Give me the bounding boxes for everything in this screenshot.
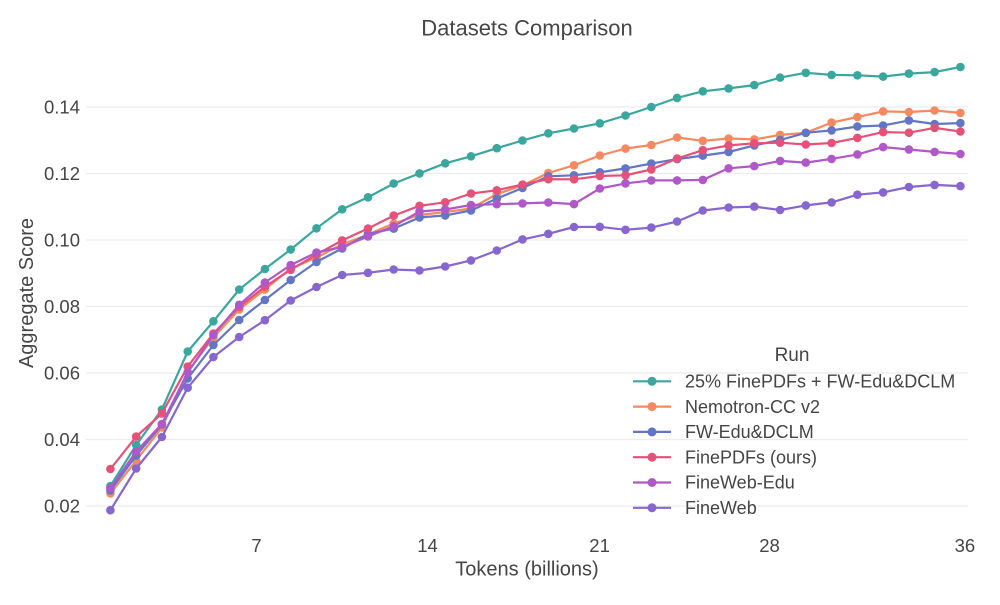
svg-text:FW-Edu&DCLM: FW-Edu&DCLM [685, 422, 814, 442]
svg-text:Run: Run [775, 345, 810, 366]
svg-text:36: 36 [955, 535, 976, 556]
svg-text:0.08: 0.08 [44, 296, 80, 317]
svg-text:0.10: 0.10 [44, 229, 80, 250]
svg-text:0.14: 0.14 [44, 96, 80, 117]
svg-text:Datasets Comparison: Datasets Comparison [421, 16, 633, 41]
svg-text:28: 28 [759, 535, 780, 556]
svg-text:Aggregate Score: Aggregate Score [16, 218, 38, 368]
svg-text:FinePDFs (ours): FinePDFs (ours) [685, 447, 817, 467]
svg-text:25% FinePDFs + FW-Edu&DCLM: 25% FinePDFs + FW-Edu&DCLM [685, 372, 955, 392]
svg-text:FineWeb-Edu: FineWeb-Edu [685, 473, 795, 493]
svg-text:Tokens (billions): Tokens (billions) [455, 559, 598, 581]
svg-text:7: 7 [251, 535, 261, 556]
svg-text:FineWeb: FineWeb [685, 498, 757, 518]
svg-text:0.06: 0.06 [44, 362, 80, 383]
svg-text:21: 21 [589, 535, 610, 556]
svg-text:0.02: 0.02 [44, 495, 80, 516]
svg-text:Nemotron-CC v2: Nemotron-CC v2 [685, 397, 820, 417]
svg-text:14: 14 [417, 535, 438, 556]
svg-text:0.12: 0.12 [44, 163, 80, 184]
svg-text:0.04: 0.04 [44, 429, 80, 450]
